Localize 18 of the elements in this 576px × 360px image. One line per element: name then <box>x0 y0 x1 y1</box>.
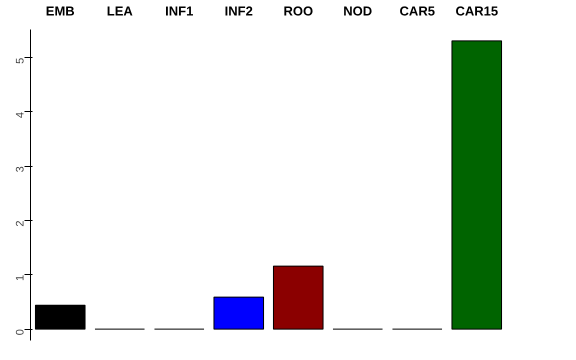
y-tick-label: 2 <box>14 220 26 227</box>
y-tick-label: 4 <box>14 112 26 118</box>
y-tick-label: 1 <box>14 274 26 281</box>
bar <box>272 266 324 330</box>
bar <box>213 296 264 330</box>
x-tick-label: LEA <box>106 4 134 18</box>
x-tick-label: CAR5 <box>400 4 435 18</box>
y-tick-label: 3 <box>14 166 26 172</box>
x-tick-label: ROO <box>283 4 314 18</box>
y-tick-label: 0 <box>14 329 26 336</box>
bar <box>451 40 502 330</box>
x-tick-label: INF1 <box>165 4 194 18</box>
x-tick-label: EMB <box>46 4 75 18</box>
y-tick-label: 5 <box>14 58 26 64</box>
x-tick-label: INF2 <box>224 4 253 18</box>
bar <box>34 304 86 330</box>
x-tick-label: NOD <box>343 4 372 18</box>
x-tick-label: CAR15 <box>455 4 498 18</box>
